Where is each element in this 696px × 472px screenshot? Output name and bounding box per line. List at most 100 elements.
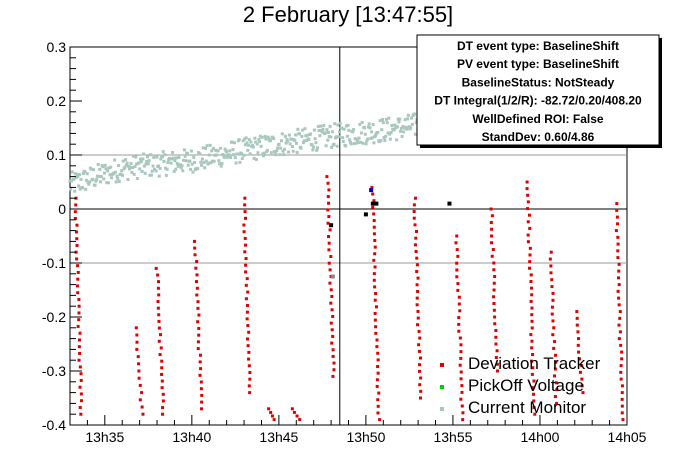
deviation-tracker-point-323 [549,271,553,275]
deviation-tracker-point-338 [552,374,556,378]
current-monitor-point-372 [359,131,363,135]
y-tick-label-3: 0 [58,201,66,217]
current-monitor-point-348 [341,136,345,140]
current-monitor-point-43 [102,177,106,181]
current-monitor-point-186 [214,148,218,152]
deviation-tracker-point-111 [245,303,249,307]
deviation-tracker-point-351 [580,364,584,368]
deviation-tracker-point-276 [493,322,497,326]
current-monitor-point-194 [220,162,224,166]
deviation-tracker-point-360 [614,229,618,233]
current-monitor-point-350 [342,127,346,131]
deviation-tracker-point-8 [74,250,78,254]
current-monitor-point-158 [192,155,196,159]
deviation-tracker-point-162 [332,368,336,372]
current-monitor-point-406 [386,131,390,135]
deviation-tracker-point-24 [77,358,81,362]
current-monitor-point-205 [229,155,233,159]
deviation-tracker-point-321 [548,257,552,261]
current-monitor-point-49 [106,181,110,185]
current-monitor-point-122 [164,166,168,170]
deviation-tracker-point-273 [492,302,496,305]
deviation-tracker-point-256 [460,404,464,408]
current-monitor-point-367 [355,139,359,143]
current-monitor-point-65 [119,172,123,176]
current-monitor-point-368 [356,141,360,145]
current-monitor-point-442 [414,121,418,125]
current-monitor-point-373 [360,120,364,124]
deviation-tracker-point-240 [457,295,461,299]
current-monitor-point-361 [351,130,355,134]
deviation-tracker-point-384 [620,391,624,395]
deviation-tracker-point-108 [244,283,248,287]
deviation-tracker-point-268 [492,268,496,272]
deviation-tracker-point-238 [456,282,460,286]
deviation-tracker-point-252 [459,377,463,381]
deviation-tracker-point-158 [330,341,334,345]
deviation-tracker-point-163 [331,374,335,378]
current-monitor-point-312 [312,128,316,132]
deviation-tracker-point-193 [375,378,379,382]
y-tick-label-2: 0.1 [47,147,67,163]
current-monitor-point-27 [89,167,93,171]
current-monitor-point-253 [266,135,270,139]
current-monitor-point-159 [193,161,197,165]
current-monitor-point-411 [390,123,394,127]
deviation-tracker-point-292 [526,233,530,237]
current-monitor-point-422 [399,129,403,133]
deviation-tracker-point-138 [326,208,330,212]
deviation-tracker-point-130 [292,410,296,414]
deviation-tracker-point-188 [375,345,379,349]
current-monitor-point-16 [81,186,85,190]
current-monitor-point-290 [295,150,299,154]
current-monitor-point-40 [99,175,103,179]
y-tick-label-1: 0.2 [47,93,67,109]
current-monitor-point-70 [123,165,127,169]
current-monitor-point-298 [301,141,305,145]
deviation-tracker-point-286 [526,193,530,197]
current-monitor-point-374 [361,141,365,145]
current-monitor-point-113 [157,164,161,168]
current-monitor-point-267 [277,142,281,146]
current-monitor-point-424 [400,134,404,138]
deviation-tracker-point-35 [135,340,139,344]
deviation-tracker-point-255 [459,397,463,401]
current-monitor-point-363 [352,142,356,146]
current-monitor-point-168 [200,163,204,167]
current-monitor-point-300 [303,127,307,131]
deviation-tracker-point-375 [618,330,622,334]
current-monitor-point-220 [240,157,244,161]
deviation-tracker-point-287 [526,200,530,204]
deviation-tracker-point-26 [79,372,83,376]
special-markers [329,188,452,279]
deviation-tracker-point-165 [371,192,375,196]
deviation-tracker-point-140 [326,221,330,225]
deviation-tracker-point-38 [137,362,141,366]
current-monitor-point-380 [366,137,370,141]
deviation-tracker-point-378 [620,350,624,354]
deviation-tracker-point-22 [77,345,81,349]
deviation-tracker-point-16 [77,304,81,308]
deviation-tracker-point-265 [491,248,495,251]
current-monitor-point-84 [134,155,138,159]
deviation-tracker-point-112 [245,310,249,314]
current-monitor-point-291 [296,127,300,131]
deviation-tracker-point-214 [416,289,420,293]
deviation-tracker-point-178 [372,278,376,282]
deviation-tracker-point-150 [329,288,333,292]
current-monitor-point-196 [222,153,226,157]
current-monitor-point-327 [324,144,328,148]
deviation-tracker-point-212 [416,276,420,280]
current-monitor-point-246 [261,152,265,156]
current-monitor-point-419 [396,117,400,121]
current-monitor-point-224 [243,143,247,147]
current-monitor-point-297 [301,128,305,132]
current-monitor-point-102 [148,173,152,177]
deviation-tracker-point-352 [578,370,582,374]
current-monitor-point-274 [283,147,287,151]
deviation-tracker-point-120 [247,364,251,368]
deviation-tracker-point-143 [327,241,331,245]
deviation-tracker-point-222 [417,343,421,347]
current-monitor-point-75 [127,164,131,168]
deviation-tracker-point-284 [525,180,529,184]
